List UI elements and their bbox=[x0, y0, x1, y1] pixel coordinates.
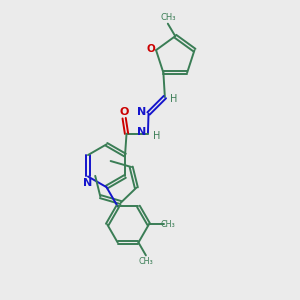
Text: CH₃: CH₃ bbox=[161, 220, 176, 229]
Text: N: N bbox=[83, 178, 93, 188]
Text: H: H bbox=[169, 94, 177, 103]
Text: N: N bbox=[137, 107, 147, 117]
Text: O: O bbox=[119, 107, 129, 117]
Text: CH₃: CH₃ bbox=[139, 257, 153, 266]
Text: O: O bbox=[146, 44, 155, 54]
Text: H: H bbox=[153, 131, 160, 141]
Text: CH₃: CH₃ bbox=[160, 13, 176, 22]
Text: N: N bbox=[137, 127, 146, 137]
